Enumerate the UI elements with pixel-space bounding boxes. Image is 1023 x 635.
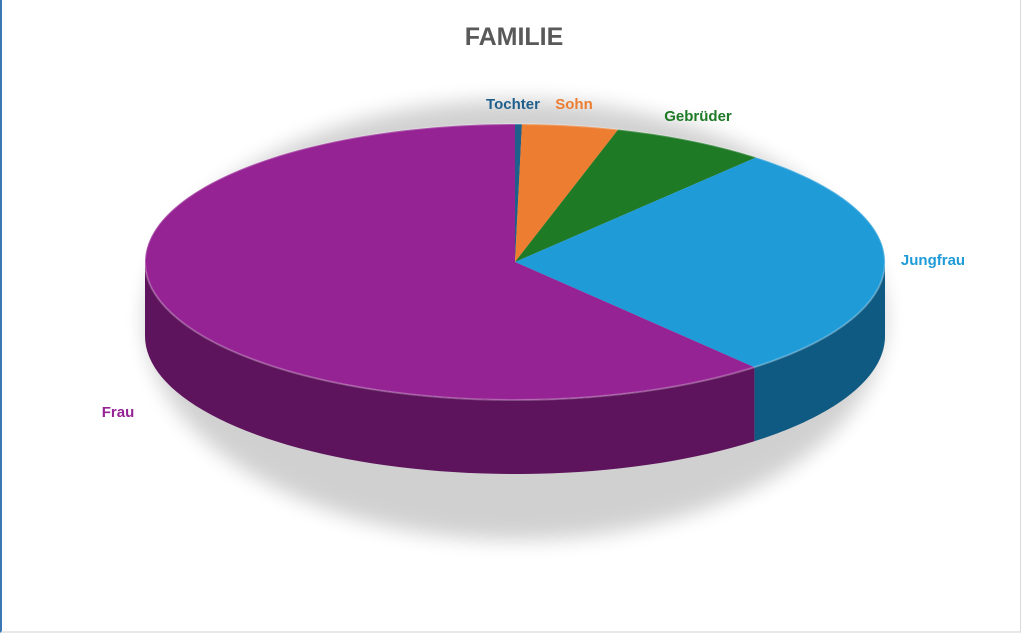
slice-label-sohn: Sohn bbox=[555, 96, 593, 113]
chart-title: FAMILIE bbox=[465, 23, 564, 51]
pie-slice-tochter[interactable] bbox=[515, 123, 522, 262]
slice-label-tochter: Tochter bbox=[486, 96, 540, 113]
pie-sides bbox=[145, 262, 885, 474]
pie-slice-gebrüder[interactable] bbox=[515, 129, 757, 262]
slice-label-gebrüder: Gebrüder bbox=[664, 108, 732, 125]
pie-side-jungfrau bbox=[754, 262, 885, 442]
pie-slices bbox=[144, 123, 886, 401]
slice-labels: Tochter Sohn Gebrüder Jungfrau Frau bbox=[102, 96, 965, 421]
slice-label-frau: Frau bbox=[102, 404, 135, 421]
pie-slice-jungfrau[interactable] bbox=[515, 157, 885, 368]
pie-rim bbox=[144, 123, 886, 401]
pie-slice-sohn[interactable] bbox=[515, 124, 619, 263]
pie-slice-frau[interactable] bbox=[145, 124, 755, 400]
pie-side-frau bbox=[145, 262, 755, 474]
slice-label-jungfrau: Jungfrau bbox=[901, 252, 965, 269]
